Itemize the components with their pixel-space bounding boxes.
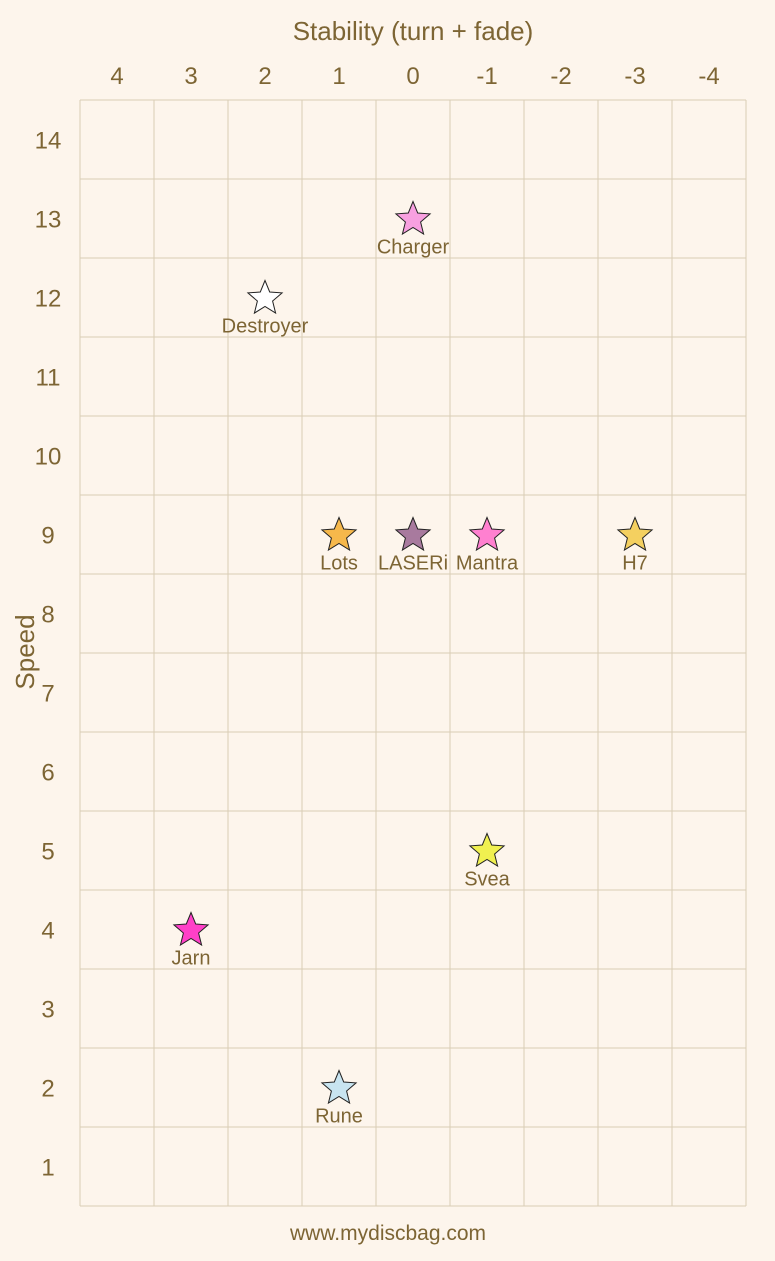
y-tick-label: 12 <box>35 286 62 313</box>
x-tick-labels: 4 3 2 1 0 -1 -2 -3 -4 <box>110 63 719 90</box>
y-tick-label: 5 <box>41 839 54 866</box>
point-label: Destroyer <box>222 316 309 338</box>
point-label: Charger <box>377 237 450 259</box>
footer-url: www.mydiscbag.com <box>289 1222 486 1245</box>
x-tick-label: 0 <box>406 63 419 90</box>
y-tick-labels: 14 13 12 11 10 9 8 7 6 5 4 3 2 1 <box>35 128 62 1182</box>
y-tick-label: 7 <box>41 681 54 708</box>
x-tick-label: -4 <box>698 63 719 90</box>
star-marker <box>246 279 284 315</box>
y-tick-label: 13 <box>35 207 62 234</box>
point-label: Svea <box>464 869 510 891</box>
y-tick-label: 2 <box>41 1076 54 1103</box>
data-point: Mantra <box>456 516 519 575</box>
y-tick-label: 11 <box>36 365 61 392</box>
data-point: Destroyer <box>222 279 309 338</box>
point-label: Mantra <box>456 553 519 575</box>
point-label: H7 <box>622 553 648 575</box>
point-label: Jarn <box>172 948 211 970</box>
data-point: H7 <box>616 516 654 575</box>
grid <box>79 99 747 1207</box>
x-tick-label: -2 <box>550 63 571 90</box>
x-tick-label: 1 <box>332 63 345 90</box>
star-marker <box>394 516 432 552</box>
x-tick-label: -3 <box>624 63 645 90</box>
x-tick-label: 4 <box>110 63 123 90</box>
x-tick-label: 3 <box>184 63 197 90</box>
star-marker <box>468 832 506 868</box>
data-point: Rune <box>315 1069 363 1128</box>
y-tick-label: 10 <box>35 444 62 471</box>
y-tick-label: 3 <box>41 997 54 1024</box>
point-label: LASERi <box>378 553 448 575</box>
star-marker <box>172 911 210 947</box>
data-point: Svea <box>464 832 511 891</box>
star-marker <box>616 516 654 552</box>
y-axis-title: Speed <box>10 614 40 689</box>
y-tick-label: 14 <box>35 128 62 155</box>
star-marker <box>468 516 506 552</box>
x-tick-label: 2 <box>258 63 271 90</box>
data-point: LASERi <box>378 516 448 575</box>
data-points: Charger Destroyer Lots LASERi Mantra H7 Svea Ja… <box>172 200 654 1128</box>
data-point: Jarn <box>172 911 211 970</box>
y-tick-label: 9 <box>41 523 54 550</box>
y-tick-label: 4 <box>41 918 54 945</box>
y-tick-label: 6 <box>41 760 54 787</box>
star-marker <box>320 516 358 552</box>
star-marker <box>320 1069 358 1105</box>
x-axis-title: Stability (turn + fade) <box>293 16 534 46</box>
x-tick-label: -1 <box>476 63 497 90</box>
point-label: Lots <box>320 553 358 575</box>
y-tick-label: 1 <box>41 1155 54 1182</box>
star-marker <box>394 200 432 236</box>
data-point: Charger <box>377 200 450 259</box>
data-point: Lots <box>320 516 358 575</box>
point-label: Rune <box>315 1106 363 1128</box>
y-tick-label: 8 <box>41 602 54 629</box>
